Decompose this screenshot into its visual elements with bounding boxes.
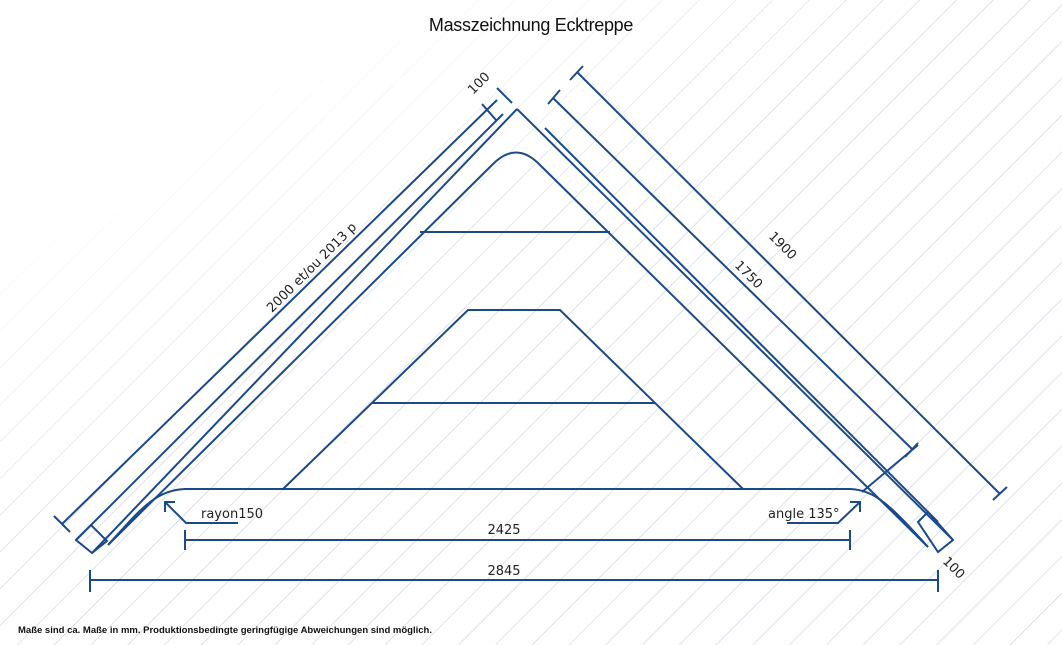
- left-stringer-outer: [75, 113, 504, 541]
- dim-1750-line: [552, 97, 914, 451]
- right-foot-box: [916, 510, 955, 554]
- tread-line: [282, 309, 744, 490]
- left-stringer-inner: [91, 108, 518, 554]
- angle-label: angle 135°: [768, 507, 840, 522]
- dim-1900-line: [576, 71, 1001, 495]
- dim-left-line: [61, 99, 498, 525]
- dim-2845-label: 2845: [487, 564, 520, 579]
- radius-label: rayon150: [201, 507, 263, 522]
- right-stringer-outer: [516, 108, 954, 541]
- page-title: Masszeichnung Ecktreppe: [428, 15, 634, 35]
- left-foot-box: [74, 523, 109, 555]
- bottom-tread-edge: [107, 488, 929, 548]
- stair-lines: [53, 65, 1008, 592]
- dim-2425-label: 2425: [487, 523, 520, 538]
- footnote: Maße sind ca. Maße in mm. Produktionsbed…: [18, 625, 432, 636]
- inner-triangle: [107, 151, 929, 548]
